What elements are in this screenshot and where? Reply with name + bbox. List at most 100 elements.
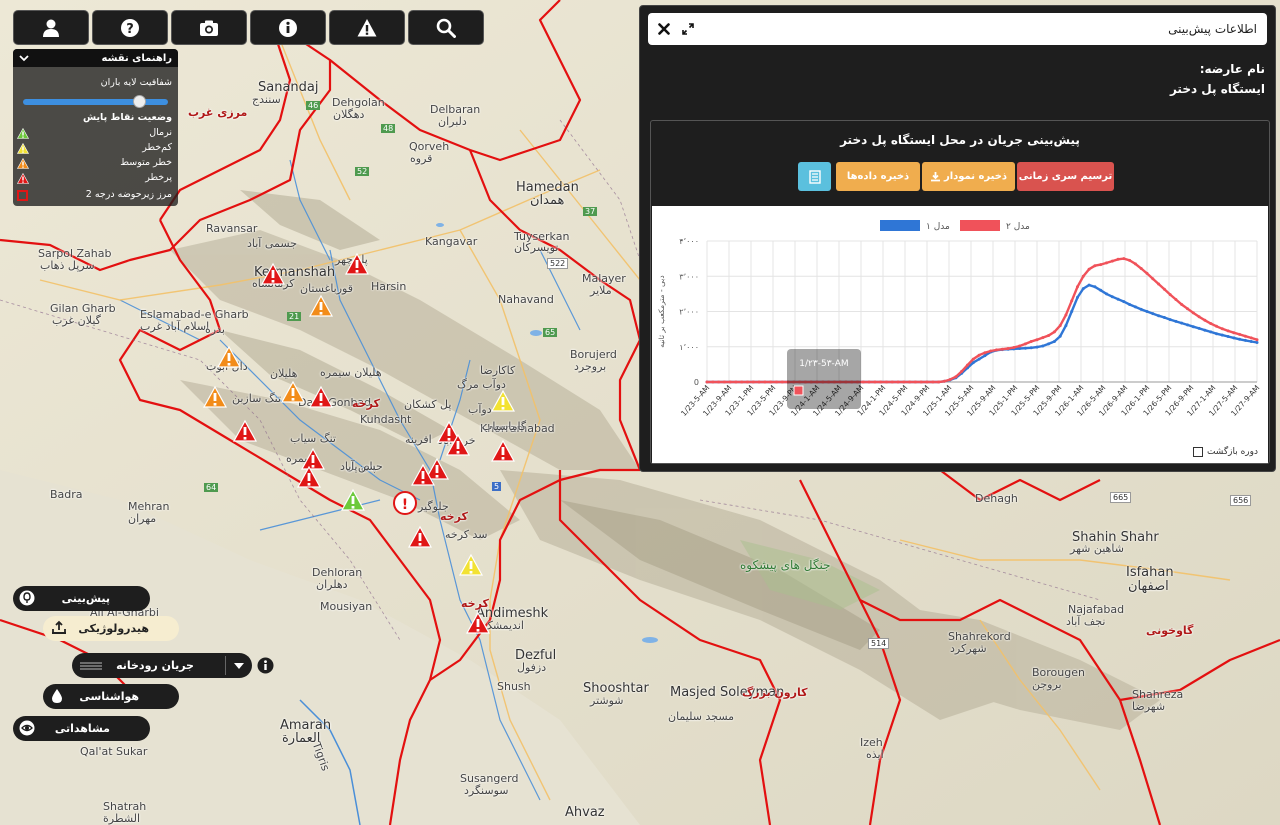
series-point xyxy=(1099,288,1103,292)
hydrology-label: هیدرولوژیکی xyxy=(78,622,149,635)
city-label: Isfahan xyxy=(1126,565,1174,580)
hydrology-menu-button[interactable]: هیدرولوژیکی xyxy=(43,616,179,641)
series-point xyxy=(1128,303,1132,306)
save-data-button[interactable]: ذخیره داده‌ها xyxy=(836,162,920,191)
city-label: Kangavar xyxy=(425,235,478,248)
station-label: پل چهر xyxy=(335,253,368,266)
meteorology-menu-button[interactable]: هواشناسی xyxy=(43,684,179,709)
city-label: Shahrekord xyxy=(948,630,1011,643)
tree-icon xyxy=(19,590,35,606)
road-badge: 514 xyxy=(868,638,890,649)
city-label: Najafabad xyxy=(1068,603,1125,616)
series-point xyxy=(1041,336,1045,340)
series-point xyxy=(1209,322,1213,325)
series-point xyxy=(1174,298,1178,301)
station-label: هلیلان سیمره xyxy=(320,366,382,379)
series-point xyxy=(740,380,744,384)
table-button[interactable] xyxy=(798,162,831,191)
slider-knob[interactable] xyxy=(133,95,146,108)
series-point xyxy=(757,380,761,384)
observations-menu-button[interactable]: مشاهداتی xyxy=(13,716,150,741)
series-point xyxy=(1087,267,1091,271)
city-label: دزفول xyxy=(517,661,547,674)
plot-timeseries-button[interactable]: ترسیم سری زمانی xyxy=(1017,162,1114,191)
y-tick-label: ۴٬۰۰۰ xyxy=(679,237,699,246)
drop-icon xyxy=(52,689,62,703)
chevron-down-icon[interactable] xyxy=(19,54,29,62)
city-label: Tuyserkan xyxy=(514,230,570,243)
series-point xyxy=(960,369,964,373)
warning-button[interactable] xyxy=(329,10,405,45)
city-label: Shatrah xyxy=(103,800,147,813)
y-axis-label: دبی - مترمکعب بر ثانیه xyxy=(657,275,666,347)
series-point xyxy=(954,375,958,379)
forecast-label: پیش‌بینی xyxy=(61,592,110,605)
city-label: Gilan Gharb xyxy=(50,302,116,315)
search-button[interactable] xyxy=(408,10,484,45)
city-label: گیلان غرب xyxy=(52,314,101,327)
city-label: Borujerd xyxy=(570,348,617,361)
series-point xyxy=(1133,305,1137,309)
city-label: Eslamabad-e Gharb xyxy=(140,308,249,321)
city-label: Masjed Soleyman xyxy=(670,685,785,700)
series-point xyxy=(1162,316,1166,319)
legend-item-normal: نرمال xyxy=(149,127,172,138)
city-label: Harsin xyxy=(371,280,407,293)
river-flow-dropdown[interactable]: جریان رودخانه xyxy=(72,653,252,678)
series-point xyxy=(1035,345,1039,349)
city-label: Dezful xyxy=(515,648,557,663)
return-period-toggle[interactable]: دوره بازگشت xyxy=(1192,447,1258,457)
station-label: قورباغستان xyxy=(300,282,353,295)
medium-risk-icon xyxy=(17,158,29,169)
user-button[interactable] xyxy=(13,10,89,45)
series-point xyxy=(1029,346,1033,350)
road-badge: 46 xyxy=(306,101,321,110)
low-risk-icon xyxy=(17,143,29,154)
series-point xyxy=(1238,332,1242,336)
close-icon[interactable] xyxy=(658,23,670,35)
series-point xyxy=(798,380,802,384)
series-point xyxy=(885,380,888,384)
road-badge: 656 xyxy=(1230,495,1252,506)
opacity-slider[interactable] xyxy=(23,95,168,108)
series-point xyxy=(1220,327,1224,331)
basin-label: مرزی غرب xyxy=(188,106,248,119)
boundary-swatch xyxy=(17,190,28,201)
legend-header[interactable]: راهنمای نقشه xyxy=(13,49,178,67)
legend-swatch xyxy=(880,220,920,231)
series-point xyxy=(1151,277,1155,281)
caret-down-icon[interactable] xyxy=(234,663,244,669)
series-point xyxy=(971,357,975,361)
river-flow-info-icon[interactable] xyxy=(257,657,274,674)
series-point xyxy=(1249,340,1253,343)
city-label: Shahreza xyxy=(1132,688,1184,701)
series-point xyxy=(1243,338,1247,342)
forest-label: جنگل های پیشکوه xyxy=(740,558,831,572)
city-label: دلبران xyxy=(438,115,467,128)
series-point xyxy=(1226,329,1230,333)
series-point xyxy=(1255,338,1259,342)
series-point xyxy=(734,380,738,384)
road-badge: 65 xyxy=(543,328,558,337)
series-point xyxy=(728,380,732,384)
camera-button[interactable] xyxy=(171,10,247,45)
city-label: سوسنگرد xyxy=(464,784,509,797)
series-point xyxy=(989,349,993,353)
forecast-menu-button[interactable]: پیش‌بینی xyxy=(13,586,150,611)
return-period-checkbox[interactable] xyxy=(1192,447,1203,457)
series-point xyxy=(1012,346,1016,349)
help-button[interactable]: ? xyxy=(92,10,168,45)
city-label: Mehran xyxy=(128,500,170,513)
station-label: پای پل xyxy=(346,460,376,473)
expand-icon[interactable] xyxy=(681,22,695,36)
save-chart-button[interactable]: ذخیره نمودار xyxy=(922,162,1015,191)
info-button[interactable] xyxy=(250,10,326,45)
series-point xyxy=(780,380,784,384)
station-label: خرم آباد xyxy=(438,434,476,447)
series-point xyxy=(1018,347,1022,350)
return-period-label: دوره بازگشت xyxy=(1206,447,1258,457)
series-point xyxy=(1081,287,1085,291)
series-point xyxy=(763,380,767,384)
city-label: مسجد سلیمان xyxy=(668,710,735,723)
station-label: هلیلان xyxy=(270,367,298,380)
